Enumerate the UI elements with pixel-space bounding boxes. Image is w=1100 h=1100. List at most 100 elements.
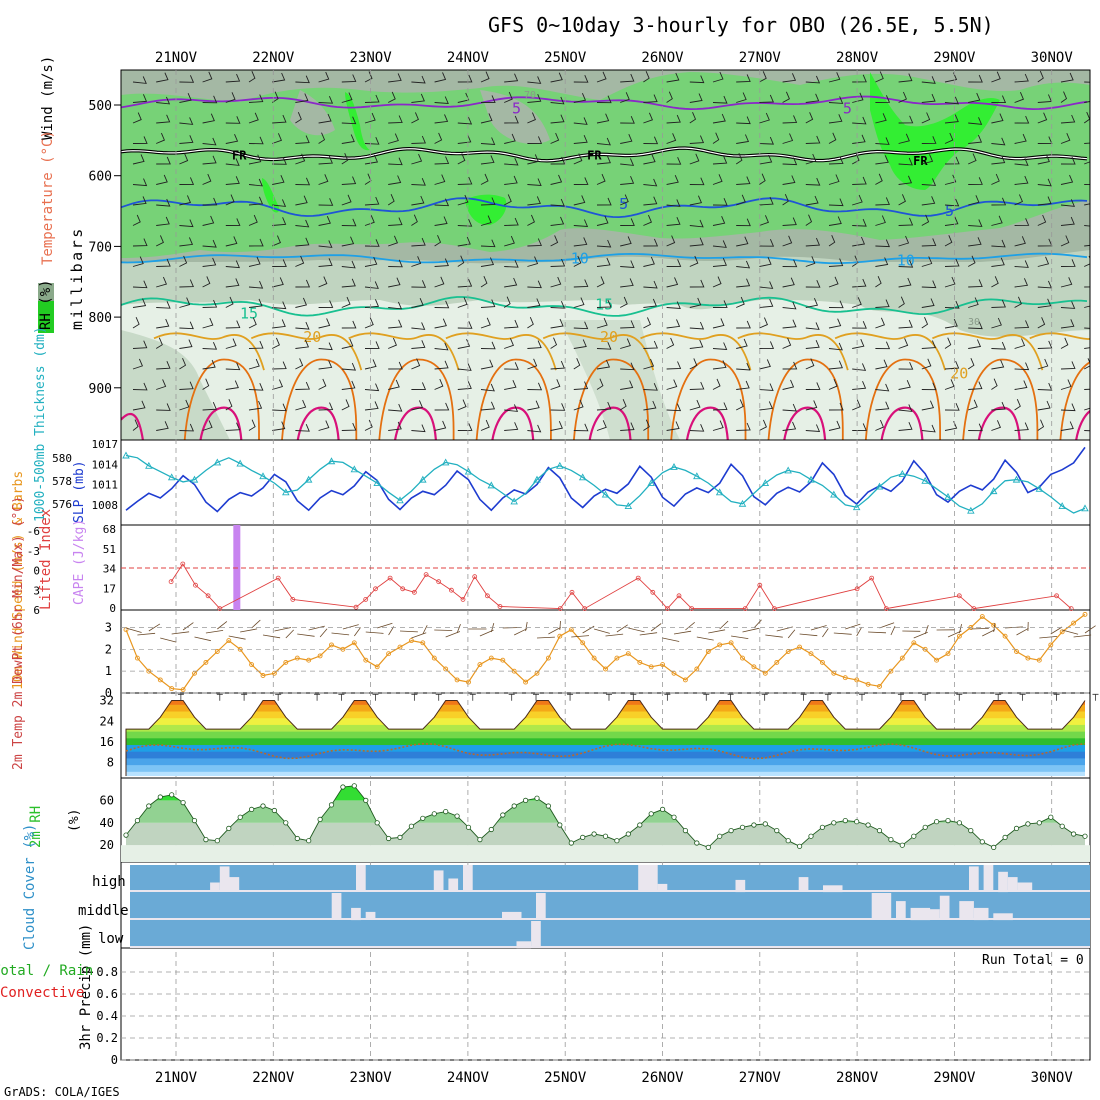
cloud-bar — [351, 907, 361, 921]
wind-barb — [1014, 115, 1030, 124]
temp-whisker — [824, 693, 831, 701]
wind-barb — [202, 155, 217, 165]
wind-barb — [759, 173, 766, 185]
precip-tick-label: 0 — [111, 1053, 118, 1067]
wind-barb — [318, 155, 333, 165]
wind-barb — [550, 379, 561, 390]
rh-marker — [865, 822, 871, 828]
lifted-marker — [363, 597, 369, 602]
temp-whisker — [314, 693, 321, 701]
wind-barb — [782, 115, 798, 124]
wind-barb — [596, 257, 611, 267]
wind-marker — [648, 664, 654, 670]
wind-barb — [782, 277, 795, 288]
wind-barb — [782, 91, 790, 103]
cloud-bar — [638, 865, 658, 892]
wind-barb — [643, 196, 658, 206]
precip-tick-label: 0.6 — [96, 987, 118, 1001]
wind-barb — [156, 216, 170, 226]
wind-barb — [504, 133, 516, 144]
wind-barb-10m — [571, 635, 590, 638]
wind-barb — [156, 96, 171, 105]
wind-barb — [712, 95, 728, 104]
wind-marker — [545, 655, 551, 661]
lifted-marker — [665, 606, 670, 611]
upper-wind-barbs — [132, 70, 1090, 433]
wind-barb — [852, 363, 867, 371]
wind-barb — [248, 317, 257, 329]
rh-marker — [796, 843, 803, 849]
wind-barb-10m — [354, 627, 361, 637]
wind-barb — [643, 94, 658, 103]
wind-barb — [132, 400, 146, 411]
bottom-date-labels: 21NOV 22NOV 23NOV 24NOV 25NOV 26NOV 27NOV 28NOV… — [155, 1070, 1073, 1086]
wind-barb — [898, 217, 914, 226]
temp-band — [126, 744, 1085, 752]
temp-whisker — [372, 693, 379, 701]
wind-barb — [620, 92, 630, 103]
isotherm-25 — [962, 358, 1039, 440]
wind-barb — [805, 382, 821, 390]
wind-barb — [782, 235, 793, 247]
wind-barb — [202, 299, 218, 308]
wind-barb — [968, 237, 982, 247]
wind-barb — [364, 154, 379, 165]
wind-barb — [248, 136, 264, 145]
credit-label: GrADS: COLA/IGES — [4, 1085, 120, 1099]
rh-marker — [614, 838, 620, 844]
rh-bright-patch-2 — [465, 194, 507, 226]
wind-barb — [1084, 142, 1090, 144]
rh-marker — [705, 844, 711, 851]
wind-barb — [921, 358, 932, 370]
wind-barb — [968, 134, 983, 144]
wind-barb — [573, 339, 587, 349]
wind-barb — [968, 381, 983, 390]
wind-barb-10m — [456, 624, 461, 634]
wind-barb — [388, 259, 403, 268]
wind-barb — [805, 400, 818, 411]
rh-marker — [477, 836, 483, 843]
wind-barb — [852, 297, 862, 308]
wind-barb — [620, 176, 635, 185]
wind-barb-10m — [171, 631, 190, 635]
wind-barb — [318, 96, 334, 104]
wind-barb — [782, 301, 797, 310]
lifted-marker — [400, 586, 406, 592]
wind-barb — [480, 155, 495, 165]
isotherm-5-upper — [121, 95, 1088, 111]
wind-barb — [759, 154, 773, 165]
wind-barb — [132, 298, 147, 308]
wind-barb — [1037, 112, 1048, 124]
wind-barb-10m — [822, 628, 829, 638]
wind-barb — [596, 299, 612, 308]
cloud-bar — [448, 878, 459, 892]
wind-barb-10m — [536, 636, 555, 639]
wind-barb — [341, 92, 353, 103]
wind-barb — [782, 421, 797, 431]
wind-barb — [735, 399, 744, 411]
wind-barb — [1060, 379, 1072, 390]
rh-marker — [385, 835, 392, 842]
wind-barb-10m — [1016, 627, 1029, 636]
temp-band — [126, 771, 1085, 776]
wind-barb — [202, 317, 214, 329]
panel-frame-wind — [120, 609, 1091, 694]
wind-barb — [550, 114, 565, 124]
rh-green-notch-2 — [480, 90, 550, 144]
wind-barb — [179, 339, 193, 349]
temp-band — [126, 691, 1085, 698]
wind-barb — [1084, 430, 1090, 432]
wind-barb — [759, 359, 771, 370]
wind-barb — [272, 319, 286, 329]
wind-barb — [550, 96, 565, 105]
temp-whisker — [1019, 693, 1026, 701]
wind-barb — [991, 378, 998, 390]
cloud-bar — [1007, 877, 1018, 892]
wind-barb — [921, 280, 937, 289]
pressure-tick-label: 900 — [89, 382, 112, 397]
wind-barb — [388, 133, 399, 144]
pressure-tick-label: 600 — [89, 170, 112, 185]
wind-barb — [782, 361, 798, 370]
wind-barb — [179, 93, 192, 103]
wind-barb — [782, 379, 795, 390]
